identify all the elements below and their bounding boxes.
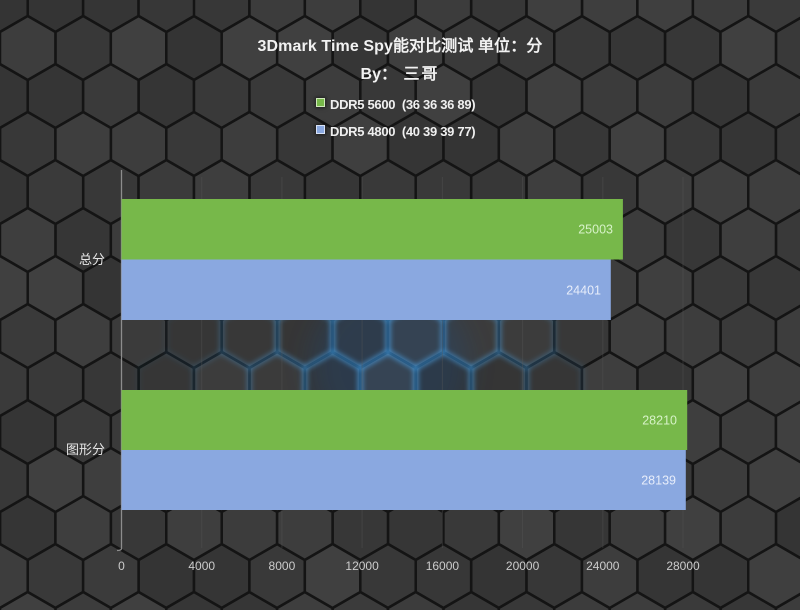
svg-text:28000: 28000 bbox=[666, 559, 700, 573]
svg-text:总分: 总分 bbox=[79, 252, 105, 267]
svg-text:28210: 28210 bbox=[642, 414, 677, 428]
svg-text:24401: 24401 bbox=[566, 284, 601, 298]
svg-text:8000: 8000 bbox=[269, 559, 296, 573]
svg-text:0: 0 bbox=[118, 559, 125, 573]
svg-text:20000: 20000 bbox=[506, 559, 540, 573]
svg-text:4000: 4000 bbox=[188, 559, 215, 573]
svg-text:25003: 25003 bbox=[578, 223, 613, 237]
svg-text:16000: 16000 bbox=[426, 559, 460, 573]
svg-text:图形分: 图形分 bbox=[66, 442, 105, 457]
svg-text:12000: 12000 bbox=[345, 559, 379, 573]
svg-text:24000: 24000 bbox=[586, 559, 620, 573]
svg-text:28139: 28139 bbox=[641, 474, 676, 488]
